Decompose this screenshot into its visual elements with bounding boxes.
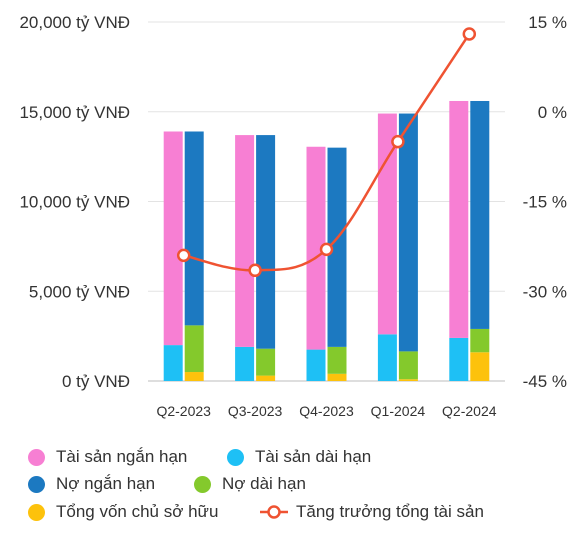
right-tick-label: -15 % (523, 193, 567, 212)
bar-segment (306, 349, 326, 381)
legend-swatch (194, 475, 211, 493)
bar-segment (398, 351, 418, 380)
growth-point (391, 134, 405, 149)
legend-label: Nợ dài hạn (222, 474, 306, 493)
left-tick-label: 5,000 tỷ VNĐ (29, 282, 130, 301)
x-axis-ticks: Q2-2023 Q3-2023 Q4-2023 Q1-2024 Q2-2024 (156, 403, 496, 419)
left-tick-label: 0 tỷ VNĐ (62, 372, 130, 391)
bar-segment (398, 113, 418, 352)
growth-point (462, 27, 477, 41)
bar-segment (235, 346, 255, 381)
bar-segment (470, 328, 490, 353)
bar-segment (449, 100, 469, 338)
left-tick-label: 10,000 tỷ VNĐ (19, 193, 130, 212)
bar-segment (327, 346, 347, 374)
left-axis-ticks: 0 tỷ VNĐ 5,000 tỷ VNĐ 10,000 tỷ VNĐ 15,000 … (19, 13, 130, 391)
bar-segment (184, 131, 204, 326)
growth-line (176, 27, 477, 278)
legend-item-asset-growth: Tăng trưởng tổng tài sản (260, 502, 484, 522)
legend-item-equity: Tổng vốn chủ sở hữu (28, 502, 218, 522)
x-tick-label: Q2-2023 (156, 403, 211, 419)
bar-segment (184, 372, 204, 381)
legend-label: Nợ ngắn hạn (56, 474, 156, 493)
x-tick-label: Q4-2023 (299, 403, 354, 419)
x-tick-label: Q2-2024 (442, 403, 497, 419)
bar-segment (327, 373, 347, 381)
growth-point (319, 242, 334, 257)
left-tick-label: 20,000 tỷ VNĐ (19, 13, 130, 32)
legend-swatch (28, 448, 45, 466)
bar-segment (470, 100, 490, 329)
legend-item-long-term-assets: Tài sản dài hạn (227, 447, 371, 467)
right-tick-label: -30 % (523, 282, 567, 301)
right-tick-label: -45 % (523, 372, 567, 391)
legend-label: Tăng trưởng tổng tài sản (296, 502, 484, 521)
legend-swatch (28, 503, 45, 521)
bar-segment (398, 379, 418, 381)
bar-segment (235, 135, 255, 347)
bar-segment (470, 352, 490, 381)
legend-label: Tài sản ngắn hạn (56, 447, 188, 466)
bars (163, 100, 490, 381)
legend-item-short-term-liabilities: Nợ ngắn hạn (28, 474, 155, 494)
legend-item-long-term-liabilities: Nợ dài hạn (194, 474, 306, 494)
right-tick-label: 0 % (538, 103, 567, 122)
legend-swatch (28, 475, 45, 493)
bar-segment (327, 147, 347, 347)
growth-point (176, 248, 191, 263)
bar-segment (163, 345, 183, 381)
gridlines (148, 21, 505, 382)
bar-segment (163, 131, 183, 346)
bar-segment (256, 348, 276, 376)
growth-point (248, 263, 262, 278)
bar-segment (184, 325, 204, 373)
right-axis-ticks: -45 % -30 % -15 % 0 % 15 % (523, 13, 567, 391)
bar-segment (449, 337, 469, 381)
bar-segment (256, 135, 276, 349)
legend-line-swatch (260, 505, 288, 519)
bar-segment (306, 146, 326, 350)
growth-line-path (183, 33, 471, 272)
bar-segment (377, 334, 397, 381)
legend-label: Tổng vốn chủ sở hữu (56, 502, 219, 521)
x-tick-label: Q1-2024 (371, 403, 426, 419)
legend-swatch (227, 448, 244, 466)
legend-item-short-term-assets: Tài sản ngắn hạn (28, 447, 187, 467)
left-tick-label: 15,000 tỷ VNĐ (19, 103, 130, 122)
bar-segment (256, 375, 276, 381)
x-tick-label: Q3-2023 (228, 403, 283, 419)
legend-label: Tài sản dài hạn (255, 447, 372, 466)
right-tick-label: 15 % (528, 13, 567, 32)
